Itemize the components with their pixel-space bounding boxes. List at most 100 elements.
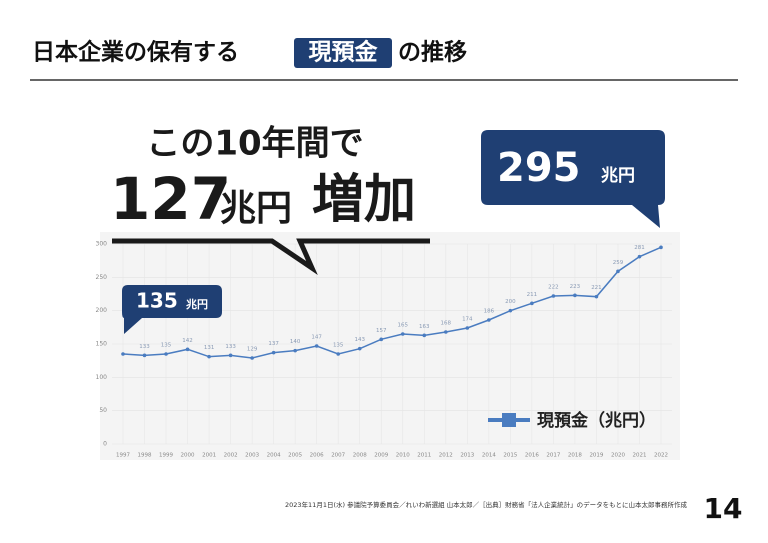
y-tick-label: 300 — [96, 241, 108, 248]
data-label: 281 — [634, 245, 645, 251]
data-point — [379, 337, 384, 342]
x-tick-label: 2004 — [267, 453, 281, 459]
x-tick-label: 2007 — [331, 453, 345, 459]
data-point — [121, 352, 125, 356]
data-label: 174 — [462, 317, 473, 323]
page-number: 14 — [704, 492, 743, 525]
data-label: 165 — [398, 323, 409, 329]
plot-background — [100, 232, 680, 460]
x-tick-label: 2010 — [396, 453, 410, 459]
x-tick-label: 1999 — [159, 453, 173, 459]
data-point — [357, 346, 362, 351]
title-highlight: 現預金 — [309, 39, 379, 66]
headline-underline — [112, 238, 430, 275]
x-tick-label: 2020 — [611, 453, 625, 459]
x-tick-label: 2015 — [503, 453, 517, 459]
data-label: 142 — [182, 338, 193, 344]
y-tick-label: 50 — [99, 407, 107, 414]
y-tick-label: 200 — [96, 307, 108, 314]
callout-end-box — [481, 130, 665, 228]
x-tick-label: 2003 — [245, 453, 259, 459]
data-label: 133 — [139, 344, 150, 350]
data-label: 186 — [484, 309, 495, 315]
y-tick-label: 250 — [96, 274, 108, 281]
x-tick-label: 2001 — [202, 453, 216, 459]
data-point — [271, 350, 276, 355]
data-point — [228, 353, 233, 358]
callout-end-unit: 兆円 — [601, 166, 635, 186]
data-label: 200 — [505, 299, 516, 305]
data-point — [573, 293, 577, 298]
data-point — [164, 352, 168, 356]
data-point — [207, 354, 211, 359]
y-tick-label: 150 — [96, 341, 108, 348]
data-point — [314, 344, 319, 348]
x-tick-label: 1998 — [138, 453, 152, 459]
data-label: 168 — [441, 321, 452, 327]
x-tick-label: 2012 — [439, 453, 453, 459]
x-tick-label: 2009 — [374, 453, 388, 459]
data-label: 163 — [419, 324, 430, 330]
x-tick-label: 2013 — [460, 453, 474, 459]
data-point — [530, 301, 534, 306]
title-before: 日本企業の保有する — [32, 39, 239, 66]
x-tick-label: 2005 — [288, 453, 302, 459]
data-point — [616, 269, 620, 274]
data-point — [293, 348, 297, 353]
headline-word: 増加 — [312, 170, 416, 230]
footer-source: 2023年11月1日(水) 参議院予算委員会／れいわ新選組 山本太郎／［出典］財… — [285, 500, 688, 509]
data-point — [637, 254, 642, 259]
x-tick-label: 2002 — [224, 453, 238, 459]
data-label: 140 — [290, 339, 301, 345]
data-point — [508, 308, 513, 313]
y-tick-label: 0 — [103, 441, 107, 448]
headline-unit: 兆円 — [220, 188, 292, 229]
data-label: 157 — [376, 328, 387, 334]
data-label: 147 — [311, 335, 322, 341]
x-tick-label: 2021 — [632, 453, 646, 459]
callout-end-value: 295 — [497, 145, 581, 191]
data-point — [594, 294, 599, 299]
title-highlight-box — [294, 38, 392, 68]
x-tick-label: 2017 — [546, 453, 560, 459]
data-point — [444, 330, 448, 334]
data-label: 211 — [527, 292, 538, 298]
data-point — [422, 333, 427, 338]
x-tick-label: 1997 — [116, 453, 130, 459]
x-tick-label: 2000 — [181, 453, 195, 459]
data-label: 137 — [268, 341, 279, 347]
legend-label: 現預金（兆円） — [537, 410, 656, 431]
headline-number: 127 — [110, 165, 231, 233]
data-point — [487, 318, 491, 322]
x-tick-label: 2016 — [525, 453, 539, 459]
data-label: 129 — [247, 347, 258, 353]
data-point — [336, 352, 341, 356]
x-tick-label: 2006 — [310, 453, 324, 459]
data-point — [400, 332, 405, 336]
data-label: 131 — [204, 345, 215, 351]
data-label: 223 — [570, 284, 581, 290]
data-label: 133 — [225, 344, 236, 350]
data-point — [465, 326, 470, 330]
data-point — [142, 353, 147, 358]
data-label: 143 — [354, 337, 365, 343]
x-tick-label: 2011 — [417, 453, 431, 459]
data-label: 259 — [613, 260, 624, 266]
x-tick-label: 2014 — [482, 453, 496, 459]
x-tick-label: 2019 — [589, 453, 603, 459]
data-point — [185, 347, 190, 352]
data-label: 222 — [548, 285, 559, 291]
data-label: 135 — [333, 343, 344, 349]
data-point — [250, 356, 254, 360]
x-tick-label: 2018 — [568, 453, 582, 459]
data-label: 221 — [591, 285, 602, 291]
data-point — [659, 245, 663, 250]
y-tick-label: 100 — [96, 374, 108, 381]
legend-marker — [502, 413, 516, 427]
callout-start-value: 135 — [136, 289, 178, 313]
series-line — [122, 246, 662, 359]
data-point — [551, 294, 556, 298]
callout-start-unit: 兆円 — [186, 297, 208, 311]
data-label: 135 — [161, 343, 172, 349]
